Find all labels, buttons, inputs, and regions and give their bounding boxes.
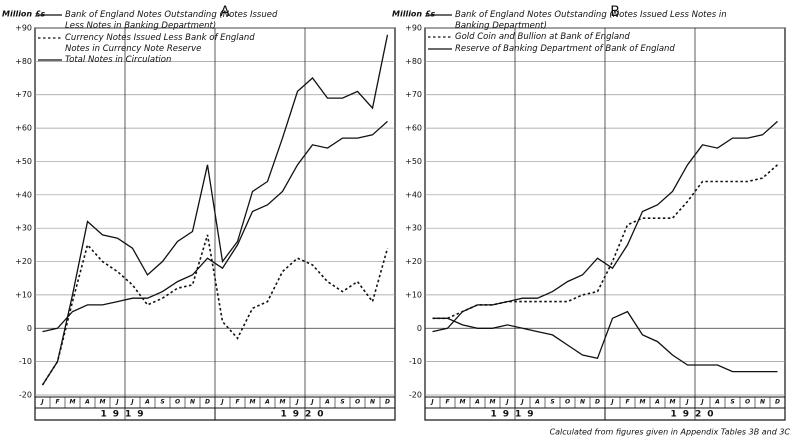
y-tick-label: +60 [15,124,32,133]
x-group-label: 1920 [670,410,719,420]
y-tick-label: +30 [405,224,422,233]
x-tick-label: A [84,399,90,406]
panel-title: A [220,4,230,20]
y-tick-label: +80 [15,57,32,66]
x-tick-label: F [55,399,60,406]
x-tick-label: F [445,399,450,406]
x-tick-label: A [474,399,480,406]
x-tick-label: S [730,399,734,406]
legend-label: Reserve of Banking Department of Bank of… [455,44,675,54]
y-axis-label: Million £s [2,10,45,19]
x-tick-label: J [115,399,119,406]
x-tick-label: J [685,399,689,406]
y-tick-label: +70 [15,90,32,99]
legend-label: Bank of England Notes Outstanding (Notes… [65,10,278,31]
legend-label: Total Notes in Circulation [65,55,172,65]
y-tick-label: +40 [405,190,422,199]
x-tick-label: J [700,399,704,406]
y-tick-label: +40 [15,190,32,199]
x-tick-label: N [190,399,195,406]
y-tick-label: -20 [409,391,422,400]
x-tick-label: A [654,399,660,406]
series-line [432,310,778,373]
x-tick-label: A [714,399,720,406]
x-tick-label: F [625,399,630,406]
panel-title: B [610,4,620,20]
y-tick-label: +50 [405,157,422,166]
x-tick-label: N [760,399,765,406]
x-tick-label: A [324,399,330,406]
y-tick-label: +90 [15,24,32,33]
y-tick-label: +10 [405,290,422,299]
x-tick-label: S [340,399,344,406]
y-tick-label: +20 [405,257,422,266]
x-tick-label: S [550,399,554,406]
x-tick-label: M [250,399,256,406]
x-tick-label: N [370,399,375,406]
x-tick-label: J [40,399,44,406]
legend-label: Bank of England Notes Outstanding (Notes… [455,10,727,31]
x-tick-label: A [264,399,270,406]
x-tick-label: D [205,399,210,406]
x-tick-label: M [640,399,646,406]
y-tick-label: +10 [15,290,32,299]
x-tick-label: O [565,399,570,406]
legend-label: Gold Coin and Bullion at Bank of England [455,32,630,42]
x-tick-label: F [235,399,240,406]
x-tick-label: J [610,399,614,406]
x-tick-label: D [595,399,600,406]
x-tick-label: J [220,399,224,406]
footnote: Calculated from figures given in Appendi… [550,428,791,437]
x-tick-label: J [505,399,509,406]
y-axis-label: Million £s [392,10,435,19]
y-tick-label: -10 [409,357,422,366]
x-tick-label: M [670,399,676,406]
x-tick-label: M [280,399,286,406]
x-tick-label: M [490,399,496,406]
x-tick-label: M [460,399,466,406]
y-tick-label: +60 [405,124,422,133]
x-tick-label: J [430,399,434,406]
x-tick-label: J [310,399,314,406]
x-tick-label: A [534,399,540,406]
series-line [432,164,779,320]
y-tick-label: +50 [15,157,32,166]
x-tick-label: D [775,399,780,406]
legend-label: Currency Notes Issued Less Bank of Engla… [65,33,255,54]
x-tick-label: A [144,399,150,406]
y-tick-label: +80 [405,57,422,66]
x-tick-label: J [520,399,524,406]
x-tick-label: N [580,399,585,406]
x-group-label: 1919 [100,410,149,420]
y-tick-label: -10 [19,357,32,366]
series-line [42,120,388,333]
y-tick-label: +70 [405,90,422,99]
x-tick-label: J [295,399,299,406]
y-tick-label: 0 [27,324,32,333]
series-line [41,34,389,386]
x-group-label: 1920 [280,410,329,420]
x-tick-label: O [175,399,180,406]
y-tick-label: -20 [19,391,32,400]
y-tick-label: +20 [15,257,32,266]
x-tick-label: O [745,399,750,406]
x-tick-label: S [160,399,164,406]
x-tick-label: O [355,399,360,406]
y-tick-label: 0 [417,324,422,333]
x-tick-label: M [70,399,76,406]
series-line [41,234,389,386]
x-tick-label: M [100,399,106,406]
y-tick-label: +90 [405,24,422,33]
x-group-label: 1919 [490,410,539,420]
x-tick-label: J [130,399,134,406]
x-tick-label: D [385,399,390,406]
y-tick-label: +30 [15,224,32,233]
